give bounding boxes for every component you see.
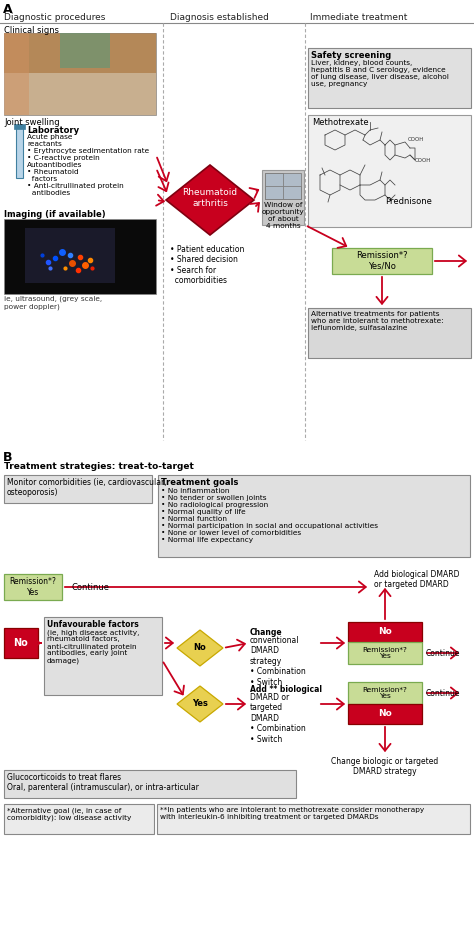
FancyBboxPatch shape bbox=[332, 248, 432, 274]
Text: • Patient education
• Shared decision
• Search for
  comorbidities: • Patient education • Shared decision • … bbox=[170, 245, 245, 285]
FancyBboxPatch shape bbox=[308, 308, 471, 358]
Text: Rheumatoid
arthritis: Rheumatoid arthritis bbox=[182, 189, 237, 208]
Text: DMARD or
targeted
DMARD
• Combination
• Switch: DMARD or targeted DMARD • Combination • … bbox=[250, 693, 306, 744]
Text: Laboratory: Laboratory bbox=[27, 126, 79, 135]
Polygon shape bbox=[177, 686, 223, 722]
FancyBboxPatch shape bbox=[4, 574, 62, 600]
Text: A: A bbox=[3, 3, 13, 16]
FancyBboxPatch shape bbox=[348, 682, 422, 704]
Text: Diagnostic procedures: Diagnostic procedures bbox=[4, 13, 105, 22]
FancyBboxPatch shape bbox=[348, 622, 422, 642]
FancyBboxPatch shape bbox=[4, 73, 156, 115]
FancyBboxPatch shape bbox=[348, 704, 422, 724]
Text: ie, ultrasound, (grey scale,
power doppler): ie, ultrasound, (grey scale, power doppl… bbox=[4, 296, 102, 310]
Text: Diagnosis established: Diagnosis established bbox=[170, 13, 269, 22]
Text: Alternative treatments for patients
who are intolerant to methotrexate:
leflunom: Alternative treatments for patients who … bbox=[311, 311, 444, 331]
Text: Acute phase
reactants
• Erythrocyte sedimentation rate
• C-reactive protein
Auto: Acute phase reactants • Erythrocyte sedi… bbox=[27, 134, 149, 196]
Text: Remission*?
Yes/No: Remission*? Yes/No bbox=[356, 252, 408, 271]
Polygon shape bbox=[177, 630, 223, 666]
Text: **In patients who are intolerant to methotrexate consider monotherapy
with inter: **In patients who are intolerant to meth… bbox=[160, 807, 424, 820]
FancyBboxPatch shape bbox=[60, 33, 110, 68]
FancyBboxPatch shape bbox=[348, 642, 422, 664]
Text: Remission*?
Yes: Remission*? Yes bbox=[9, 577, 56, 597]
Text: Treatment strategies: treat-to-target: Treatment strategies: treat-to-target bbox=[4, 462, 194, 471]
Text: (ie, high disease activity,
rheumatoid factors,
anti-citrullinated protein
antib: (ie, high disease activity, rheumatoid f… bbox=[47, 629, 139, 664]
Text: Methotrexate: Methotrexate bbox=[312, 118, 369, 127]
Polygon shape bbox=[166, 165, 254, 235]
Text: Prednisone: Prednisone bbox=[385, 197, 432, 206]
Text: conventional
DMARD
strategy
• Combination
• Switch: conventional DMARD strategy • Combinatio… bbox=[250, 636, 306, 686]
FancyBboxPatch shape bbox=[4, 804, 154, 834]
Text: Unfavourable factors: Unfavourable factors bbox=[47, 620, 139, 629]
Text: Glucocorticoids to treat flares
Oral, parenteral (intramuscular), or intra-artic: Glucocorticoids to treat flares Oral, pa… bbox=[7, 773, 199, 793]
Text: Continue: Continue bbox=[72, 583, 110, 591]
FancyBboxPatch shape bbox=[16, 126, 23, 178]
FancyBboxPatch shape bbox=[4, 33, 156, 73]
FancyBboxPatch shape bbox=[4, 33, 29, 115]
FancyBboxPatch shape bbox=[4, 33, 156, 115]
Text: Continue: Continue bbox=[426, 648, 461, 658]
Text: Change: Change bbox=[250, 628, 283, 637]
Text: Safety screening: Safety screening bbox=[311, 51, 391, 60]
FancyBboxPatch shape bbox=[265, 173, 301, 199]
Text: No: No bbox=[378, 627, 392, 636]
FancyBboxPatch shape bbox=[4, 475, 152, 503]
Text: B: B bbox=[3, 451, 12, 464]
Text: Liver, kidney, blood counts,
hepatitis B and C serology, evidence
of lung diseas: Liver, kidney, blood counts, hepatitis B… bbox=[311, 60, 449, 87]
Text: Continue: Continue bbox=[426, 688, 461, 697]
Text: Window of
opportunity
of about
4 months: Window of opportunity of about 4 months bbox=[262, 202, 304, 229]
Text: Imaging (if available): Imaging (if available) bbox=[4, 210, 106, 219]
Text: Remission*?
Yes: Remission*? Yes bbox=[363, 686, 408, 699]
FancyBboxPatch shape bbox=[308, 48, 471, 108]
Text: Yes: Yes bbox=[192, 699, 208, 709]
Text: Immediate treatment: Immediate treatment bbox=[310, 13, 407, 22]
Text: COOH: COOH bbox=[408, 137, 424, 142]
Text: • No inflammation
• No tender or swollen joints
• No radiological progression
• : • No inflammation • No tender or swollen… bbox=[161, 488, 378, 543]
Text: Monitor comorbidities (ie, cardiovascular,
osteoporosis): Monitor comorbidities (ie, cardiovascula… bbox=[7, 478, 167, 498]
Text: COOH: COOH bbox=[415, 158, 431, 163]
FancyBboxPatch shape bbox=[4, 628, 38, 658]
Text: No: No bbox=[378, 709, 392, 719]
Text: Change biologic or targeted
DMARD strategy: Change biologic or targeted DMARD strate… bbox=[331, 757, 438, 776]
Text: Remission*?
Yes: Remission*? Yes bbox=[363, 647, 408, 660]
Text: Joint swelling: Joint swelling bbox=[4, 118, 60, 127]
Text: Clinical signs: Clinical signs bbox=[4, 26, 59, 35]
FancyBboxPatch shape bbox=[44, 617, 162, 695]
FancyBboxPatch shape bbox=[4, 770, 296, 798]
FancyBboxPatch shape bbox=[25, 228, 115, 283]
FancyBboxPatch shape bbox=[308, 115, 471, 227]
Text: No: No bbox=[193, 644, 206, 652]
Text: Treatment goals: Treatment goals bbox=[161, 478, 238, 487]
FancyBboxPatch shape bbox=[4, 219, 156, 294]
FancyBboxPatch shape bbox=[158, 475, 470, 557]
FancyBboxPatch shape bbox=[14, 124, 25, 129]
Text: Add biological DMARD
or targeted DMARD: Add biological DMARD or targeted DMARD bbox=[374, 570, 459, 589]
Text: No: No bbox=[14, 638, 28, 648]
Text: *Alternative goal (ie, in case of
comorbidity): low disease activity: *Alternative goal (ie, in case of comorb… bbox=[7, 807, 131, 821]
Text: Add ** biological: Add ** biological bbox=[250, 685, 322, 694]
FancyBboxPatch shape bbox=[157, 804, 470, 834]
FancyBboxPatch shape bbox=[262, 170, 304, 225]
